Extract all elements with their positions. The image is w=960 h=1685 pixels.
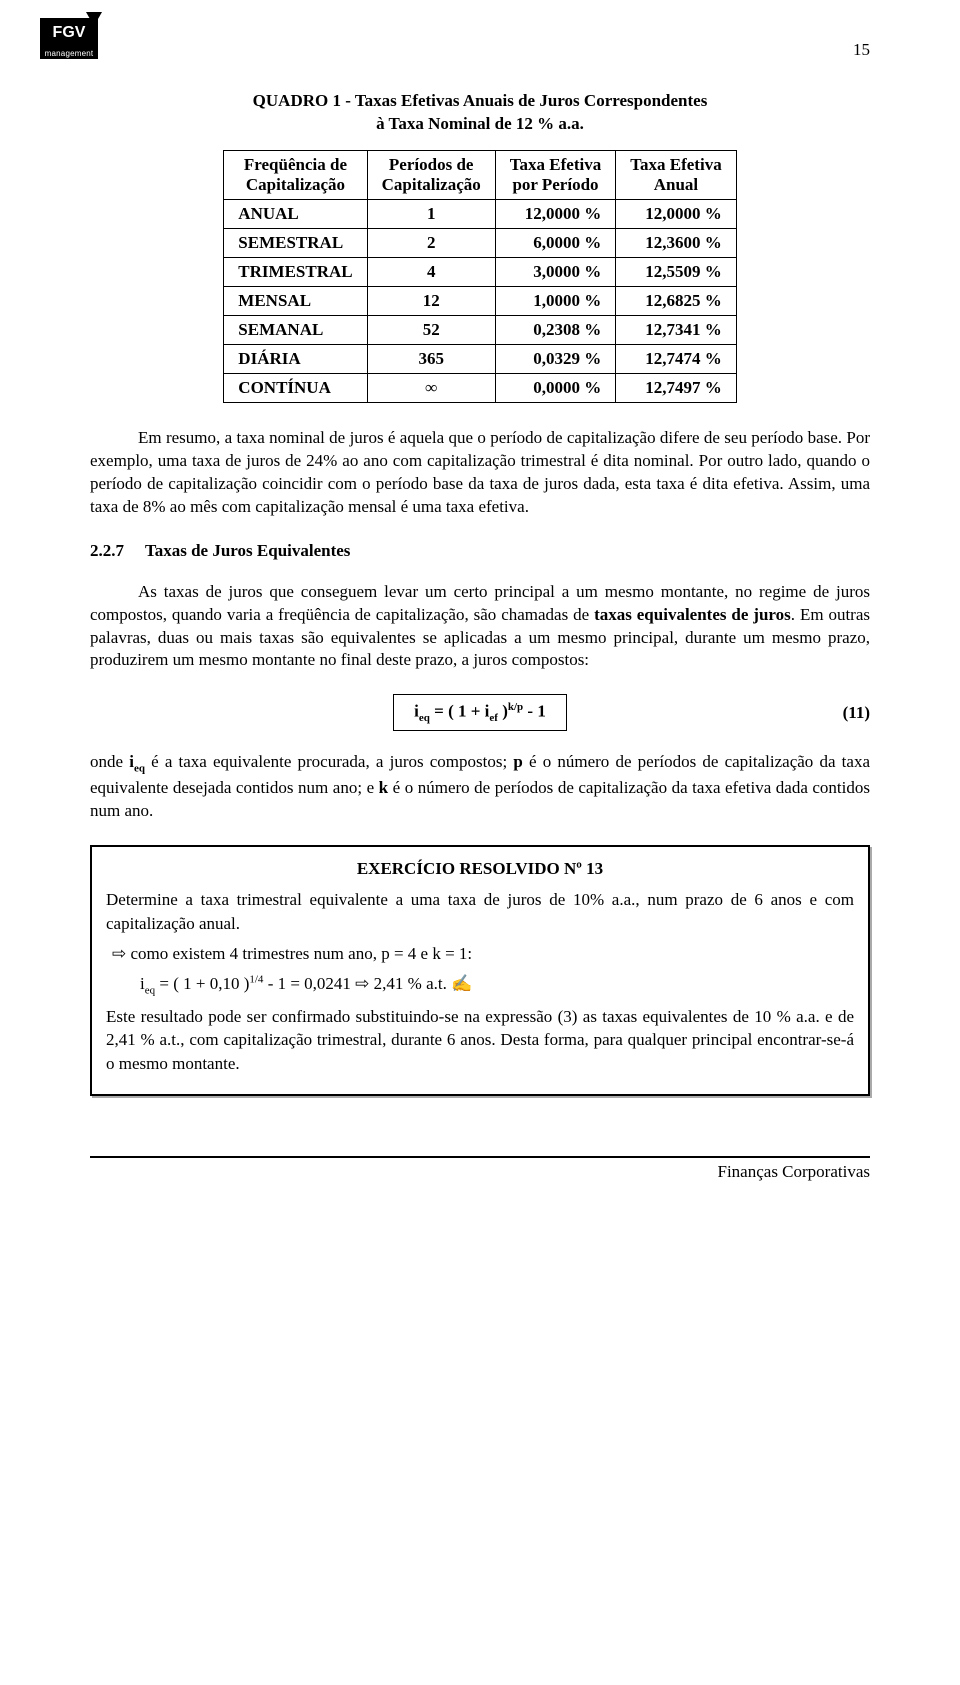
f-ef-sub: ef bbox=[489, 712, 498, 724]
table-cell: 12,6825 % bbox=[616, 286, 736, 315]
table-cell: 12,0000 % bbox=[495, 199, 615, 228]
ex-eq-sub: eq bbox=[145, 984, 155, 996]
th-freq-2: Capitalização bbox=[246, 175, 345, 194]
p3-a: onde bbox=[90, 752, 129, 771]
table-title-line2: à Taxa Nominal de 12 % a.a. bbox=[376, 114, 584, 133]
footer-divider bbox=[90, 1156, 870, 1158]
table-cell: 4 bbox=[367, 257, 495, 286]
table-cell: ∞ bbox=[367, 373, 495, 402]
paragraph-where: onde ieq é a taxa equivalente procurada,… bbox=[90, 751, 870, 822]
table-cell: SEMESTRAL bbox=[224, 228, 367, 257]
paragraph-summary: Em resumo, a taxa nominal de juros é aqu… bbox=[90, 427, 870, 519]
table-cell: 12,7474 % bbox=[616, 344, 736, 373]
p3-b: é a taxa equivalente procurada, a juros … bbox=[145, 752, 513, 771]
footer-text: Finanças Corporativas bbox=[90, 1162, 870, 1182]
th-rate-period: Taxa Efetiva por Período bbox=[495, 150, 615, 199]
table-cell: 12,0000 % bbox=[616, 199, 736, 228]
f-eq-sub: eq bbox=[419, 712, 430, 724]
table-row: CONTÍNUA∞0,0000 %12,7497 % bbox=[224, 373, 736, 402]
exercise-calc: ieq = ( 1 + 0,10 )1/4 - 1 = 0,0241 ⇨ 2,4… bbox=[106, 972, 854, 999]
table-row: MENSAL121,0000 %12,6825 % bbox=[224, 286, 736, 315]
table-row: SEMESTRAL26,0000 %12,3600 % bbox=[224, 228, 736, 257]
footer: Finanças Corporativas bbox=[90, 1156, 870, 1182]
exercise-p1: Determine a taxa trimestral equivalente … bbox=[106, 888, 854, 936]
table-cell: 3,0000 % bbox=[495, 257, 615, 286]
table-cell: 12,5509 % bbox=[616, 257, 736, 286]
th-per-1: Períodos de bbox=[389, 155, 474, 174]
th-per-2: Capitalização bbox=[382, 175, 481, 194]
ex-post: - 1 = 0,0241 ⇨ 2,41 % a.t. ✍ bbox=[263, 974, 472, 993]
table-cell: 365 bbox=[367, 344, 495, 373]
ex-mid: = ( 1 + 0,10 ) bbox=[155, 974, 249, 993]
table-row: ANUAL112,0000 %12,0000 % bbox=[224, 199, 736, 228]
section-heading: 2.2.7 Taxas de Juros Equivalentes bbox=[90, 541, 870, 561]
para2-bold: taxas equivalentes de juros bbox=[594, 605, 791, 624]
th-rp-2: por Período bbox=[512, 175, 598, 194]
logo-subtext: management bbox=[40, 48, 98, 59]
f-close: ) bbox=[498, 702, 508, 721]
table-cell: DIÁRIA bbox=[224, 344, 367, 373]
table-title-line1: QUADRO 1 - Taxas Efetivas Anuais de Juro… bbox=[253, 91, 708, 110]
logo-top: FGV bbox=[40, 18, 98, 48]
table-cell: 2 bbox=[367, 228, 495, 257]
paragraph-equiv: As taxas de juros que conseguem levar um… bbox=[90, 581, 870, 673]
table-cell: 0,0329 % bbox=[495, 344, 615, 373]
p3-ieq-sub: eq bbox=[134, 763, 145, 775]
table-cell: 1 bbox=[367, 199, 495, 228]
logo-v-icon bbox=[86, 12, 102, 26]
table-cell: ANUAL bbox=[224, 199, 367, 228]
table-cell: 12,3600 % bbox=[616, 228, 736, 257]
table-cell: 0,2308 % bbox=[495, 315, 615, 344]
exercise-title: EXERCÍCIO RESOLVIDO Nº 13 bbox=[106, 857, 854, 881]
ex-exp: 1/4 bbox=[249, 973, 263, 985]
th-periods: Períodos de Capitalização bbox=[367, 150, 495, 199]
table-cell: TRIMESTRAL bbox=[224, 257, 367, 286]
table-cell: SEMANAL bbox=[224, 315, 367, 344]
page-number: 15 bbox=[90, 40, 870, 60]
exercise-bullet: ⇨ como existem 4 trimestres num ano, p =… bbox=[106, 942, 854, 966]
p3-p: p bbox=[513, 752, 522, 771]
th-freq: Freqüência de Capitalização bbox=[224, 150, 367, 199]
rates-table: Freqüência de Capitalização Períodos de … bbox=[223, 150, 736, 403]
f-eq: = ( 1 + i bbox=[430, 702, 490, 721]
table-cell: CONTÍNUA bbox=[224, 373, 367, 402]
table-cell: 6,0000 % bbox=[495, 228, 615, 257]
formula-number: (11) bbox=[843, 703, 870, 723]
th-ra-1: Taxa Efetiva bbox=[630, 155, 721, 174]
table-cell: 12 bbox=[367, 286, 495, 315]
table-cell: 1,0000 % bbox=[495, 286, 615, 315]
section-number: 2.2.7 bbox=[90, 541, 124, 560]
table-title: QUADRO 1 - Taxas Efetivas Anuais de Juro… bbox=[90, 90, 870, 136]
exercise-box: EXERCÍCIO RESOLVIDO Nº 13 Determine a ta… bbox=[90, 845, 870, 1096]
table-cell: 12,7341 % bbox=[616, 315, 736, 344]
formula-box: ieq = ( 1 + ief )k/p - 1 bbox=[393, 694, 567, 731]
th-freq-1: Freqüência de bbox=[244, 155, 347, 174]
formula-row: ieq = ( 1 + ief )k/p - 1 (11) bbox=[90, 694, 870, 731]
p3-k: k bbox=[379, 778, 388, 797]
table-cell: 0,0000 % bbox=[495, 373, 615, 402]
th-rate-annual: Taxa Efetiva Anual bbox=[616, 150, 736, 199]
f-tail: - 1 bbox=[523, 702, 546, 721]
f-exp: k/p bbox=[508, 701, 523, 713]
table-cell: MENSAL bbox=[224, 286, 367, 315]
table-cell: 12,7497 % bbox=[616, 373, 736, 402]
table-row: TRIMESTRAL43,0000 %12,5509 % bbox=[224, 257, 736, 286]
table-row: DIÁRIA3650,0329 %12,7474 % bbox=[224, 344, 736, 373]
th-ra-2: Anual bbox=[654, 175, 698, 194]
th-rp-1: Taxa Efetiva bbox=[510, 155, 601, 174]
logo-text: FGV bbox=[53, 24, 86, 42]
logo: FGV management bbox=[40, 18, 98, 59]
exercise-p2: Este resultado pode ser confirmado subst… bbox=[106, 1005, 854, 1076]
table-row: SEMANAL520,2308 %12,7341 % bbox=[224, 315, 736, 344]
section-title: Taxas de Juros Equivalentes bbox=[145, 541, 350, 560]
table-cell: 52 bbox=[367, 315, 495, 344]
